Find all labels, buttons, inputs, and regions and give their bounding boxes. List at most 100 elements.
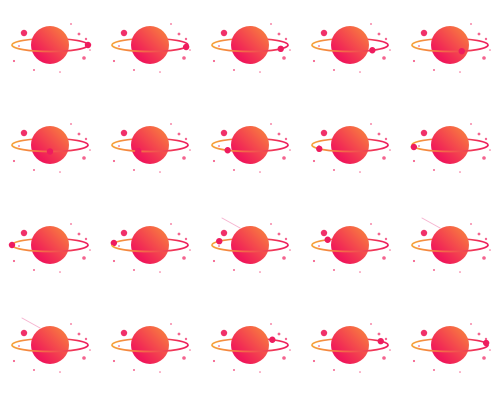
star-dot bbox=[159, 171, 161, 173]
star-dot bbox=[220, 29, 228, 37]
ring-front bbox=[411, 344, 489, 353]
planet bbox=[431, 26, 469, 64]
star-dot bbox=[120, 329, 128, 337]
star-dot bbox=[82, 156, 86, 160]
star-dot bbox=[459, 71, 461, 73]
planet bbox=[331, 326, 369, 364]
moon bbox=[269, 336, 276, 343]
planet-illustration bbox=[8, 223, 91, 273]
star-dot bbox=[420, 329, 428, 337]
star-dot bbox=[370, 23, 372, 25]
moon bbox=[369, 47, 376, 54]
star-dot bbox=[218, 245, 220, 247]
star-dot bbox=[318, 345, 320, 347]
star-dot bbox=[359, 171, 361, 173]
star-dot bbox=[220, 229, 228, 237]
star-dot bbox=[133, 169, 135, 171]
sprite-frame bbox=[300, 200, 400, 300]
star-dot bbox=[482, 56, 486, 60]
star-dot bbox=[459, 371, 461, 373]
star-dot bbox=[418, 145, 420, 147]
ring-front bbox=[211, 144, 289, 153]
star-dot bbox=[77, 332, 81, 336]
star-dot bbox=[284, 237, 288, 241]
moon bbox=[482, 339, 490, 347]
star-dot bbox=[220, 129, 228, 137]
sprite-frame bbox=[100, 300, 200, 400]
star-dot bbox=[477, 32, 481, 36]
star-dot bbox=[312, 159, 316, 163]
sprite-frame bbox=[200, 300, 300, 400]
star-dot bbox=[84, 337, 88, 341]
ring-front bbox=[411, 244, 489, 253]
star-dot bbox=[333, 69, 335, 71]
star-dot bbox=[233, 369, 235, 371]
star-dot bbox=[33, 69, 35, 71]
planet-illustration bbox=[111, 323, 191, 373]
star-dot bbox=[477, 232, 481, 236]
star-dot bbox=[284, 337, 288, 341]
sprite-frame bbox=[100, 100, 200, 200]
star-dot bbox=[89, 149, 91, 151]
star-dot bbox=[133, 69, 135, 71]
star-dot bbox=[159, 271, 161, 273]
star-dot bbox=[84, 237, 88, 241]
sprite-frame bbox=[200, 100, 300, 200]
star-dot bbox=[370, 123, 372, 125]
star-dot bbox=[320, 29, 328, 37]
star-dot bbox=[170, 223, 172, 225]
star-dot bbox=[312, 59, 316, 63]
moon bbox=[110, 239, 118, 247]
star-dot bbox=[120, 29, 128, 37]
star-dot bbox=[470, 123, 472, 125]
star-dot bbox=[470, 23, 472, 25]
star-dot bbox=[20, 29, 28, 37]
planet bbox=[131, 26, 169, 64]
star-dot bbox=[212, 359, 216, 363]
star-dot bbox=[84, 37, 88, 41]
star-dot bbox=[18, 345, 20, 347]
star-dot bbox=[59, 171, 61, 173]
star-dot bbox=[477, 332, 481, 336]
star-dot bbox=[489, 149, 491, 151]
planet-illustration bbox=[11, 23, 92, 73]
planet-illustration bbox=[211, 217, 291, 273]
planet-illustration bbox=[411, 323, 491, 373]
comet-streak bbox=[421, 217, 441, 229]
moon bbox=[135, 147, 142, 155]
star-dot bbox=[482, 156, 486, 160]
sprite-frame bbox=[0, 0, 100, 100]
star-dot bbox=[389, 249, 391, 251]
ring-front bbox=[111, 244, 189, 253]
star-dot bbox=[277, 32, 281, 36]
star-dot bbox=[377, 132, 381, 136]
ring-front bbox=[211, 344, 289, 353]
star-dot bbox=[489, 349, 491, 351]
star-dot bbox=[412, 159, 416, 163]
star-dot bbox=[89, 249, 91, 251]
sprite-frame bbox=[200, 200, 300, 300]
star-dot bbox=[20, 129, 28, 137]
star-dot bbox=[184, 337, 188, 341]
star-dot bbox=[170, 123, 172, 125]
star-dot bbox=[318, 245, 320, 247]
star-dot bbox=[389, 349, 391, 351]
star-dot bbox=[12, 259, 16, 263]
star-dot bbox=[384, 237, 388, 241]
star-dot bbox=[259, 271, 261, 273]
star-dot bbox=[177, 32, 181, 36]
planet-illustration bbox=[111, 123, 191, 173]
star-dot bbox=[384, 37, 388, 41]
sprite-frame bbox=[0, 100, 100, 200]
star-dot bbox=[159, 371, 161, 373]
star-dot bbox=[20, 329, 28, 337]
star-dot bbox=[189, 149, 191, 151]
star-dot bbox=[89, 49, 91, 51]
star-dot bbox=[470, 323, 472, 325]
star-dot bbox=[212, 259, 216, 263]
star-dot bbox=[420, 29, 428, 37]
planet bbox=[431, 226, 469, 264]
star-dot bbox=[159, 71, 161, 73]
star-dot bbox=[382, 356, 386, 360]
